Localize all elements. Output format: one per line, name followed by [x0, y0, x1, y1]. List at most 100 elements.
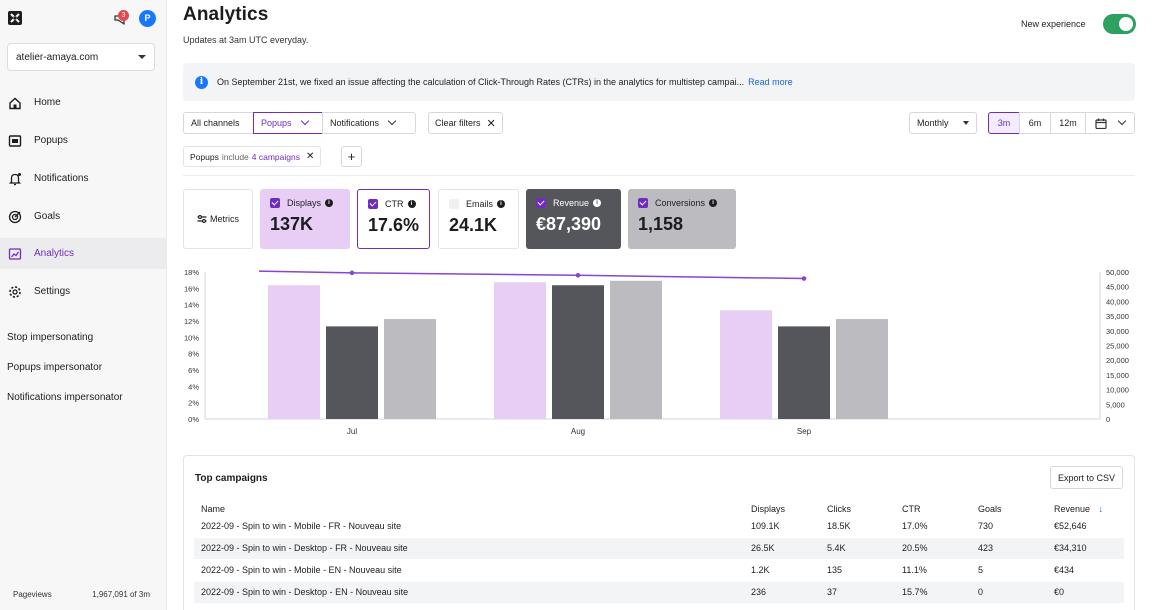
add-filter-button[interactable]: + [341, 146, 362, 167]
sidebar-item-analytics[interactable]: Analytics [0, 238, 167, 269]
metric-value: 1,158 [638, 214, 684, 234]
cell-clicks: 135 [827, 565, 843, 575]
table-row[interactable]: 2022-09 - Spin to win - Mobile - FR - No… [194, 516, 1124, 537]
y-right-tick-label: 15,000 [1106, 371, 1129, 380]
toggle-knob [1119, 17, 1133, 31]
y-right-tick-label: 25,000 [1106, 342, 1129, 351]
popups-impersonator-link[interactable]: Popups impersonator [7, 362, 103, 373]
checkbox[interactable] [368, 199, 378, 209]
bar-conversions [384, 319, 436, 419]
caret-down-icon [963, 121, 969, 125]
clear-filters-button[interactable]: Clear filters ✕ [428, 112, 503, 134]
checkbox[interactable] [449, 199, 459, 209]
popup-window-icon [8, 134, 22, 147]
bar-displays [268, 285, 320, 419]
gear-icon [9, 285, 21, 298]
metric-card-displays[interactable]: Displays i 137K [260, 189, 350, 249]
metric-value: 24.1K [449, 215, 498, 235]
column-header-displays[interactable]: Displays [751, 504, 786, 514]
channel-notifications-dropdown[interactable]: Notifications [322, 112, 416, 134]
sidebar-item-home[interactable]: Home [0, 87, 167, 118]
cell-clicks: 5.4K [827, 543, 846, 553]
sidebar-item-label: Settings [34, 286, 71, 297]
column-header-name[interactable]: Name [201, 504, 226, 514]
channel-all-button[interactable]: All channels [183, 112, 254, 134]
calendar-icon [1095, 118, 1107, 129]
y-right-tick-label: 45,000 [1106, 283, 1129, 292]
cell-name: 2022-09 - Spin to win - Desktop - EN - N… [201, 587, 409, 597]
stop-impersonating-link[interactable]: Stop impersonating [7, 332, 94, 343]
range-12m-button[interactable]: 12m [1050, 112, 1086, 134]
channel-popups-dropdown[interactable]: Popups [253, 112, 323, 134]
logo-icon[interactable] [8, 11, 22, 25]
metric-value: 17.6% [368, 215, 420, 235]
info-icon[interactable]: i [497, 200, 506, 208]
range-6m-button[interactable]: 6m [1019, 112, 1051, 134]
avatar[interactable]: P [139, 10, 156, 27]
bar-displays [494, 282, 546, 419]
sidebar-item-settings[interactable]: Settings [0, 276, 167, 307]
y-right-tick-label: 10,000 [1106, 386, 1129, 395]
metric-card-conversions[interactable]: Conversions i 1,158 [628, 189, 736, 249]
metric-card-revenue[interactable]: Revenue i €87,390 [526, 189, 621, 249]
metric-value: 137K [270, 214, 314, 234]
bar-conversions [610, 280, 662, 419]
range-label: 6m [1028, 118, 1042, 128]
chevron-down-icon [387, 116, 397, 126]
site-select[interactable]: atelier-amaya.com [7, 43, 155, 71]
filter-chip[interactable]: Popups include 4 campaigns ✕ [183, 146, 322, 167]
metrics-button[interactable]: Metrics [183, 189, 253, 249]
cell-ctr: 11.1% [902, 565, 927, 575]
table-row[interactable]: 2022-09 - Spin to win - Mobile - EN - No… [194, 560, 1124, 581]
range-label: 12m [1059, 118, 1077, 128]
channel-notifications-label: Notifications [330, 118, 380, 128]
sidebar-item-popups[interactable]: Popups [0, 125, 167, 156]
cell-name: 2022-09 - Spin to win - Desktop - FR - N… [201, 543, 408, 553]
checkbox[interactable] [638, 198, 648, 208]
date-range-picker[interactable] [1085, 112, 1135, 134]
column-header-goals[interactable]: Goals [978, 504, 1002, 514]
bar-conversions [836, 319, 888, 419]
read-more-link[interactable]: Read more [748, 77, 793, 87]
column-header-revenue[interactable]: Revenue ↓ [1054, 504, 1103, 514]
site-select-value: atelier-amaya.com [16, 51, 99, 63]
y-right-tick-label: 40,000 [1106, 297, 1129, 306]
close-icon: ✕ [486, 117, 496, 130]
range-3m-button[interactable]: 3m [988, 112, 1020, 134]
sidebar-item-goals[interactable]: Goals [0, 201, 167, 232]
info-icon[interactable]: i [709, 199, 718, 207]
y-right-tick-label: 35,000 [1106, 312, 1129, 321]
checkbox[interactable] [536, 198, 546, 208]
y-left-tick-label: 12% [184, 317, 199, 326]
y-left-tick-label: 16% [184, 284, 199, 293]
sidebar-item-label: Home [34, 97, 61, 108]
table-row[interactable]: 2022-09 - Spin to win - Desktop - EN - N… [194, 582, 1124, 603]
cell-name: 2022-09 - Spin to win - Mobile - EN - No… [201, 565, 402, 575]
y-left-tick-label: 10% [184, 333, 199, 342]
chart-line-icon [8, 247, 22, 260]
cell-goals: 0 [978, 587, 984, 597]
column-header-clicks[interactable]: Clicks [827, 504, 851, 514]
column-header-ctr[interactable]: CTR [902, 504, 921, 514]
info-icon[interactable]: i [325, 199, 334, 207]
info-icon[interactable]: i [593, 199, 602, 207]
ctr-line [258, 270, 805, 280]
checkbox[interactable] [270, 198, 280, 208]
bar-revenue [778, 326, 830, 419]
info-icon[interactable]: i [407, 200, 416, 208]
metric-card-emails[interactable]: Emails i 24.1K [438, 189, 519, 249]
y-right-tick-label: 5,000 [1106, 400, 1125, 409]
period-select[interactable]: Monthly [909, 112, 977, 134]
notification-badge: 3 [118, 10, 129, 21]
chip-channel: Popups [190, 151, 219, 162]
remove-filter-icon[interactable]: ✕ [305, 151, 315, 162]
y-left-tick-label: 0% [188, 415, 199, 424]
y-left-tick-label: 18% [184, 268, 199, 277]
sidebar-item-notifications[interactable]: Notifications [0, 163, 167, 194]
new-experience-toggle[interactable] [1103, 14, 1136, 34]
metric-card-ctr[interactable]: CTR i 17.6% [357, 189, 430, 249]
table-row[interactable]: 2022-09 - Spin to win - Desktop - FR - N… [194, 538, 1124, 559]
notifications-impersonator-link[interactable]: Notifications impersonator [7, 392, 123, 403]
export-csv-button[interactable]: Export to CSV [1049, 466, 1123, 489]
x-tick-label: Sep [797, 427, 812, 436]
